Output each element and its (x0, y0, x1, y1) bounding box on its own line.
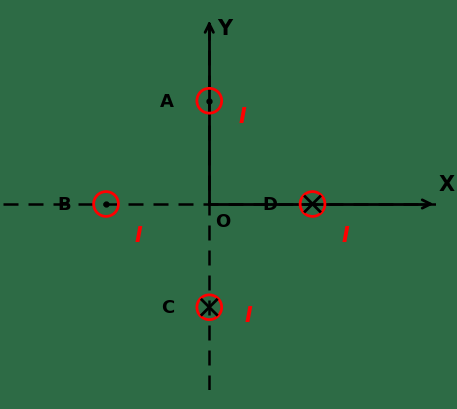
Text: Y: Y (218, 19, 233, 39)
Text: D: D (262, 196, 277, 213)
Text: O: O (215, 213, 231, 231)
Text: I: I (238, 107, 246, 127)
Text: I: I (341, 225, 349, 245)
Text: A: A (160, 92, 174, 110)
Text: I: I (244, 306, 252, 326)
Text: I: I (135, 225, 143, 245)
Text: B: B (57, 196, 71, 213)
Text: C: C (161, 299, 174, 317)
Text: X: X (438, 174, 455, 194)
